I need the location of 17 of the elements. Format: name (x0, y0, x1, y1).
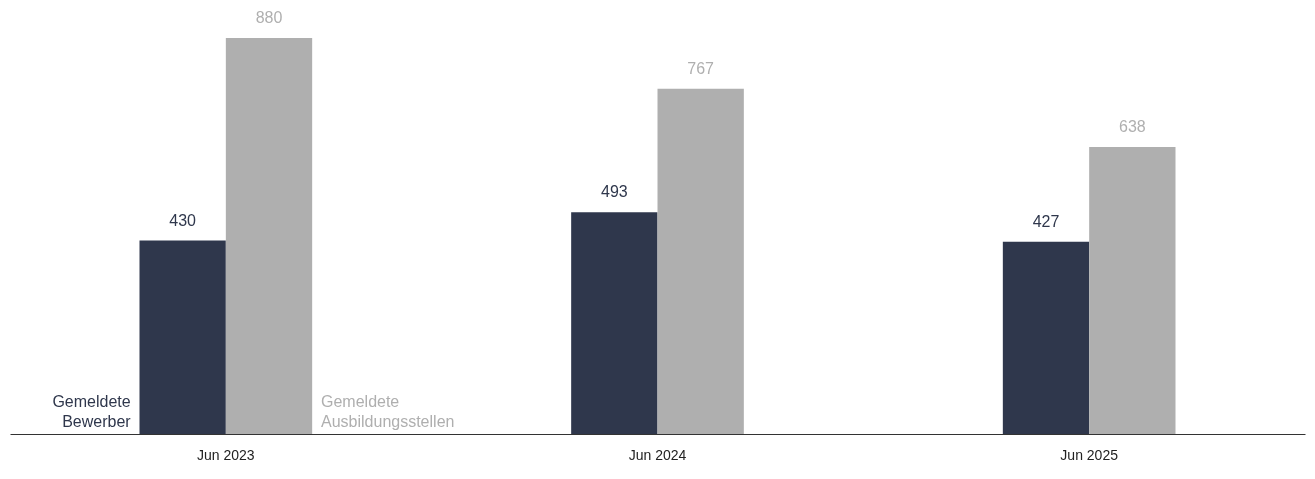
data-label: 427 (1032, 212, 1060, 230)
data-label: 767 (687, 59, 715, 77)
x-tick-label: Jun 2023 (197, 446, 255, 463)
data-label: 430 (169, 211, 197, 229)
series-label: Gemeldete Ausbildungsstellen (321, 393, 455, 430)
x-tick-label: Jun 2025 (1060, 446, 1119, 463)
bar (1089, 146, 1176, 434)
bar (225, 38, 313, 434)
x-tick-label: Jun 2024 (628, 446, 687, 463)
data-label: 880 (255, 9, 283, 26)
bar (139, 240, 226, 434)
series-label: Gemeldete Bewerber (52, 393, 132, 430)
data-label: 638 (1118, 117, 1146, 135)
bar (1002, 241, 1090, 434)
bar (571, 212, 658, 434)
bar (657, 88, 744, 434)
data-label: 493 (600, 183, 628, 201)
